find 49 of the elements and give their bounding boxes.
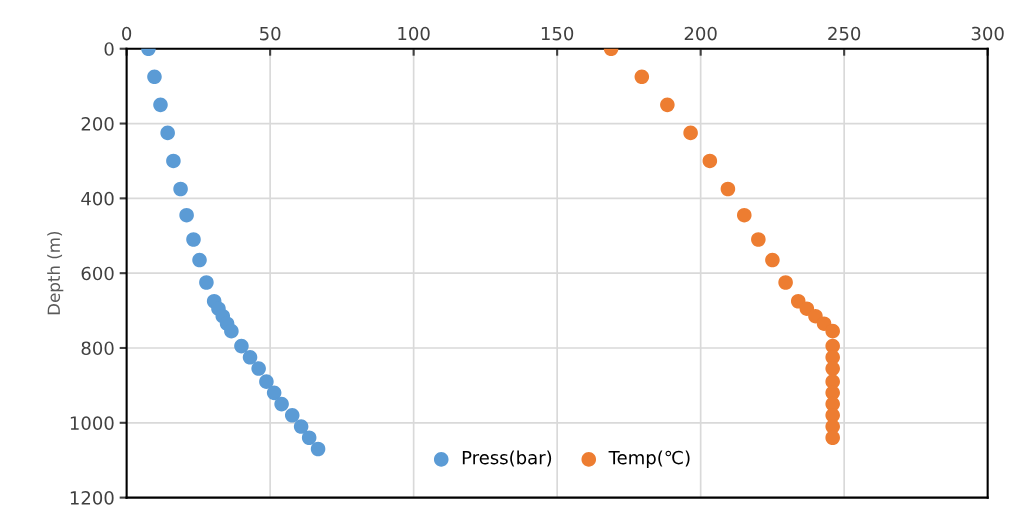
point (660, 97, 675, 113)
y-tick-label: 600 (81, 266, 114, 281)
point (765, 252, 780, 268)
point (825, 323, 840, 339)
point (293, 419, 309, 434)
x-tick-label: 150 (541, 26, 574, 41)
point (186, 232, 201, 247)
point (234, 338, 249, 354)
point (310, 441, 326, 457)
point (825, 361, 840, 376)
point (199, 275, 214, 290)
point (266, 385, 282, 401)
point (224, 323, 239, 339)
point (702, 153, 718, 169)
x-tick-label: 300 (971, 26, 1004, 41)
point (751, 232, 766, 247)
point (173, 181, 188, 197)
point (301, 430, 317, 446)
y-tick-label: 0 (104, 42, 114, 56)
x-tick-label: 200 (684, 26, 717, 41)
x-tick-label: 250 (828, 26, 861, 41)
y-tick-label: 1200 (70, 491, 114, 505)
point (166, 153, 181, 169)
point (737, 207, 752, 223)
point (160, 125, 175, 141)
y-tick-label: 800 (81, 341, 114, 356)
y-axis-title: Depth (m) (47, 231, 64, 315)
point (147, 69, 162, 85)
legend-label: Press(bar) (462, 450, 552, 467)
point (274, 396, 289, 412)
point (284, 408, 300, 423)
point (825, 430, 840, 446)
x-tick-label: 0 (122, 26, 132, 41)
y-tick-label: 400 (81, 191, 114, 206)
x-tick-label: 100 (398, 26, 430, 41)
legend-label: Temp(℃) (608, 450, 690, 468)
x-tick-label: 50 (260, 26, 281, 41)
point (720, 181, 736, 197)
y-tick-label: 200 (81, 117, 114, 131)
point (179, 207, 194, 223)
point (242, 350, 258, 365)
point (153, 97, 168, 113)
point (634, 69, 650, 85)
point (251, 361, 266, 376)
point (259, 374, 274, 389)
point (778, 275, 793, 290)
point (683, 125, 698, 141)
point (192, 252, 207, 268)
y-tick-label: 1000 (70, 416, 114, 430)
